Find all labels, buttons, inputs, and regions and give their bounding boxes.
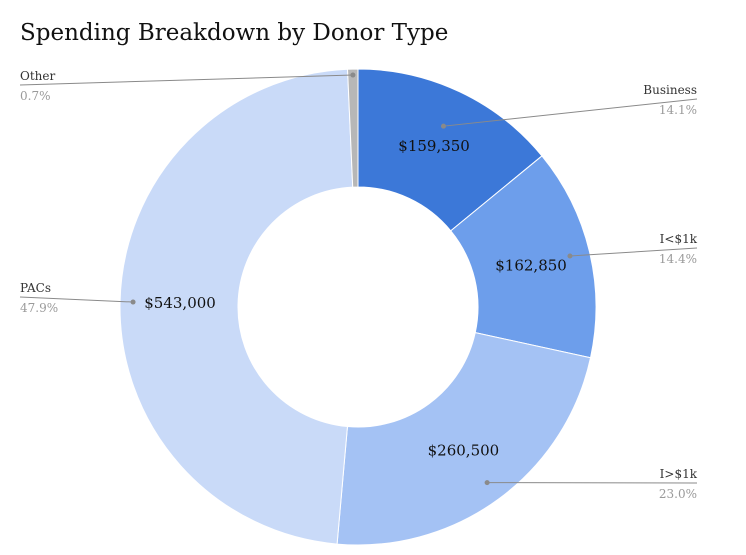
leader-line-business xyxy=(443,98,698,127)
callout-labels: Business 14.1% I<$1k 14.4% I>$1k 23.0% PACs 47.… xyxy=(19,69,698,501)
chart-title: Spending Breakdown by Donor Type xyxy=(20,20,448,46)
slice-business[interactable] xyxy=(357,68,543,232)
callout-name-pacs: PACs xyxy=(20,281,51,295)
donut-slices xyxy=(119,68,597,546)
callout-percent-igt-1k: 23.0% xyxy=(659,487,697,501)
slice-ilt-1k[interactable] xyxy=(450,155,597,359)
leader-line-ilt-1k xyxy=(569,247,698,257)
slice-value-business: $159,350 xyxy=(398,137,470,155)
leader-line-other xyxy=(19,74,353,86)
callout-name-ilt-1k: I<$1k xyxy=(660,232,698,246)
slice-value-labels: $159,350 $162,850 $260,500 $543,000 xyxy=(144,137,567,459)
callout-percent-ilt-1k: 14.4% xyxy=(659,252,697,266)
slice-igt-1k[interactable] xyxy=(336,332,592,546)
slice-value-igt-1k: $260,500 xyxy=(428,441,500,459)
callout-name-business: Business xyxy=(643,83,697,97)
slice-pacs[interactable] xyxy=(119,68,354,545)
callout-percent-pacs: 47.9% xyxy=(20,301,58,315)
callout-percent-business: 14.1% xyxy=(659,103,697,117)
callout-percent-other: 0.7% xyxy=(20,89,51,103)
leader-dot-business xyxy=(440,123,446,129)
leader-dot-ilt-1k xyxy=(567,253,573,259)
slice-other[interactable] xyxy=(347,68,359,188)
leader-dot-pacs xyxy=(130,299,136,305)
slice-value-ilt-1k: $162,850 xyxy=(495,256,567,274)
callout-name-other: Other xyxy=(20,69,55,83)
leader-line-pacs xyxy=(19,296,134,303)
slice-value-pacs: $543,000 xyxy=(144,294,216,312)
leader-dot-other xyxy=(350,72,356,78)
callout-name-igt-1k: I>$1k xyxy=(660,467,698,481)
leader-dot-igt-1k xyxy=(484,480,490,486)
